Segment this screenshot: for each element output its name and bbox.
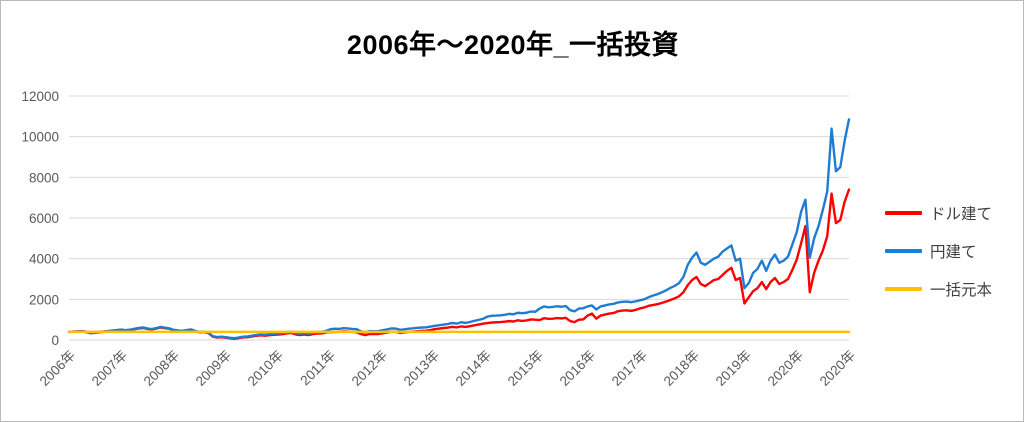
x-tick-label: 2016年: [557, 348, 598, 389]
y-tick-label: 8000: [29, 170, 59, 185]
y-tick-label: 0: [51, 333, 59, 348]
y-tick-label: 2000: [29, 292, 59, 307]
legend-item: 円建て: [885, 232, 1015, 270]
y-tick-label: 6000: [29, 211, 59, 226]
y-tick-label: 4000: [29, 252, 59, 267]
x-tick-label: 2007年: [89, 348, 130, 389]
x-tick-label: 2015年: [505, 348, 546, 389]
x-tick-label: 2011年: [297, 348, 338, 389]
x-tick-label: 2019年: [713, 348, 754, 389]
series-line-ドル建て: [67, 188, 851, 340]
x-tick-label: 2014年: [453, 348, 494, 389]
chart-title: 2006年〜2020年_一括投資: [346, 30, 680, 60]
legend-swatch-icon: [885, 249, 922, 253]
legend-item: 一括元本: [885, 270, 1015, 308]
series-line-円建て: [67, 118, 851, 340]
x-tick-label: 2008年: [141, 348, 182, 389]
x-tick-label: 2009年: [193, 348, 234, 389]
x-tick-label: 2006年: [37, 348, 78, 389]
legend: ドル建て円建て一括元本: [885, 194, 1015, 308]
x-tick-label: 2020年: [817, 348, 858, 389]
legend-label: 一括元本: [930, 282, 993, 299]
x-tick-label: 2017年: [609, 348, 650, 389]
y-tick-label: 10000: [21, 130, 59, 145]
legend-swatch-icon: [885, 287, 922, 291]
y-tick-label: 12000: [21, 89, 59, 104]
x-tick-label: 2010年: [245, 348, 286, 389]
legend-item: ドル建て: [885, 194, 1015, 232]
legend-label: 円建て: [930, 244, 977, 261]
x-tick-label: 2013年: [401, 348, 442, 389]
x-tick-label: 2020年: [765, 348, 806, 389]
x-tick-label: 2012年: [349, 348, 390, 389]
legend-label: ドル建て: [930, 206, 993, 223]
legend-swatch-icon: [885, 211, 922, 215]
x-tick-label: 2018年: [661, 348, 702, 389]
